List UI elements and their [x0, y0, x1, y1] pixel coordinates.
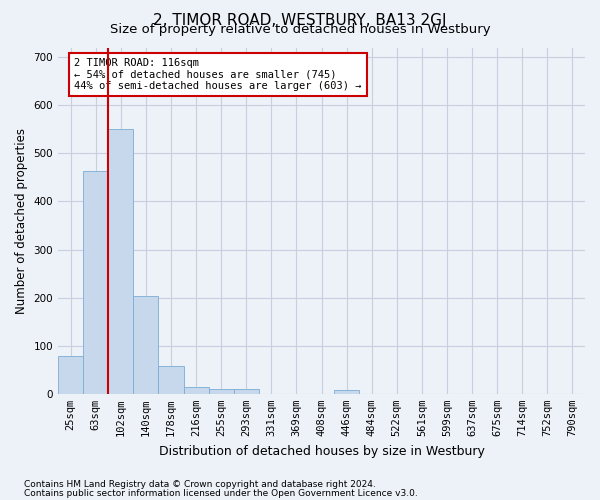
- Bar: [133, 296, 158, 394]
- Bar: [83, 171, 108, 394]
- X-axis label: Distribution of detached houses by size in Westbury: Distribution of detached houses by size …: [158, 444, 484, 458]
- Bar: [158, 366, 184, 394]
- Text: 2, TIMOR ROAD, WESTBURY, BA13 2GJ: 2, TIMOR ROAD, WESTBURY, BA13 2GJ: [153, 12, 447, 28]
- Bar: [334, 390, 359, 394]
- Text: 2 TIMOR ROAD: 116sqm
← 54% of detached houses are smaller (745)
44% of semi-deta: 2 TIMOR ROAD: 116sqm ← 54% of detached h…: [74, 58, 361, 91]
- Bar: [233, 389, 259, 394]
- Text: Size of property relative to detached houses in Westbury: Size of property relative to detached ho…: [110, 22, 490, 36]
- Y-axis label: Number of detached properties: Number of detached properties: [15, 128, 28, 314]
- Text: Contains public sector information licensed under the Open Government Licence v3: Contains public sector information licen…: [24, 488, 418, 498]
- Bar: [184, 386, 209, 394]
- Bar: [58, 356, 83, 394]
- Bar: [108, 130, 133, 394]
- Text: Contains HM Land Registry data © Crown copyright and database right 2024.: Contains HM Land Registry data © Crown c…: [24, 480, 376, 489]
- Bar: [209, 389, 233, 394]
